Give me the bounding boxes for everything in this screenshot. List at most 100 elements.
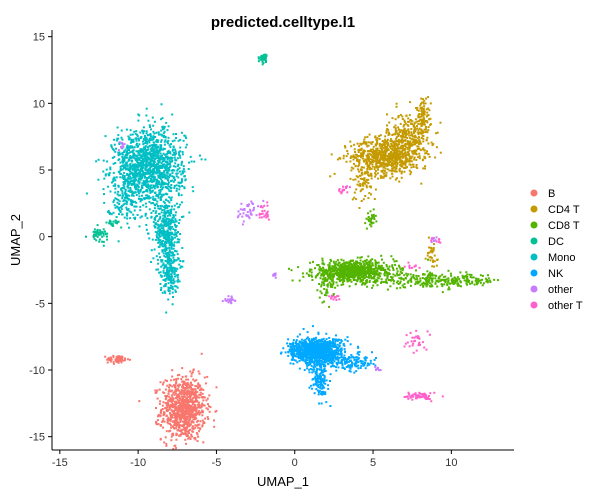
data-point [398,141,401,143]
data-point [135,144,138,147]
data-point [159,411,162,414]
data-point [413,129,416,132]
data-point [377,177,380,180]
data-point [123,159,126,162]
data-point [150,152,153,155]
data-point [179,146,182,149]
data-point [154,215,157,218]
data-point [130,159,133,162]
data-point [371,158,374,161]
data-point [398,277,401,280]
data-point [161,128,164,131]
data-point [147,169,150,172]
data-point [175,232,178,235]
data-point [177,394,180,397]
data-point [176,374,179,377]
data-point [121,356,124,359]
data-point [163,230,166,233]
data-point [149,165,152,168]
data-point [424,152,427,155]
data-point [175,137,177,139]
data-point [184,135,187,138]
data-point [385,278,388,281]
data-point [409,173,412,176]
data-point [338,269,341,272]
data-point [136,160,139,163]
data-point [402,286,405,289]
data-point [396,158,399,161]
data-point [419,107,422,110]
data-point [394,274,397,277]
data-point [153,179,155,182]
data-point [395,129,398,132]
data-point [388,121,391,124]
data-point [431,285,434,288]
data-point [132,165,135,168]
data-point [155,423,158,426]
data-point [152,221,155,224]
data-point [155,140,158,143]
data-point [428,282,431,285]
data-point [416,141,419,144]
data-point [487,274,489,277]
data-point [409,119,412,121]
data-point [385,131,388,134]
data-point [316,264,319,267]
data-point [426,282,429,285]
data-point [161,188,164,191]
data-point [180,390,183,393]
data-point [181,367,184,370]
data-point [416,106,419,109]
data-point [152,151,155,154]
data-point [367,141,370,144]
data-point [150,202,153,205]
data-point [149,158,152,161]
data-point [183,426,185,429]
data-point [399,150,402,153]
data-point [136,183,139,186]
data-point [350,267,353,270]
data-point [393,155,396,158]
data-point [396,149,399,152]
data-point [197,382,200,385]
data-point [332,294,335,297]
data-point [359,177,362,180]
data-point [404,122,407,125]
data-point [181,171,184,174]
data-point [166,254,169,257]
data-point [136,146,139,148]
data-point [441,291,444,294]
data-point [180,398,182,401]
data-point [148,208,151,211]
data-point [144,156,147,159]
data-point [102,234,105,237]
data-point [148,197,151,200]
data-point [201,410,204,413]
data-point [414,130,417,133]
data-point [134,132,137,135]
data-point [170,435,173,438]
data-point [192,368,195,371]
data-point [364,222,367,225]
data-point [189,406,192,409]
data-point [308,275,311,277]
data-point [444,280,447,283]
data-point [176,398,179,401]
data-point [158,171,161,174]
data-point [382,150,385,153]
data-point [164,165,167,168]
data-point [189,413,192,415]
data-point [114,187,117,190]
data-point [101,235,104,238]
data-point [175,425,178,428]
data-point [171,433,174,436]
data-point [166,217,169,220]
data-point [162,391,165,394]
cluster-point-group [288,254,429,291]
data-point [189,394,192,397]
data-point [171,140,174,143]
data-point [388,269,391,272]
data-point [409,145,412,147]
data-point [469,282,472,285]
data-point [435,146,438,149]
